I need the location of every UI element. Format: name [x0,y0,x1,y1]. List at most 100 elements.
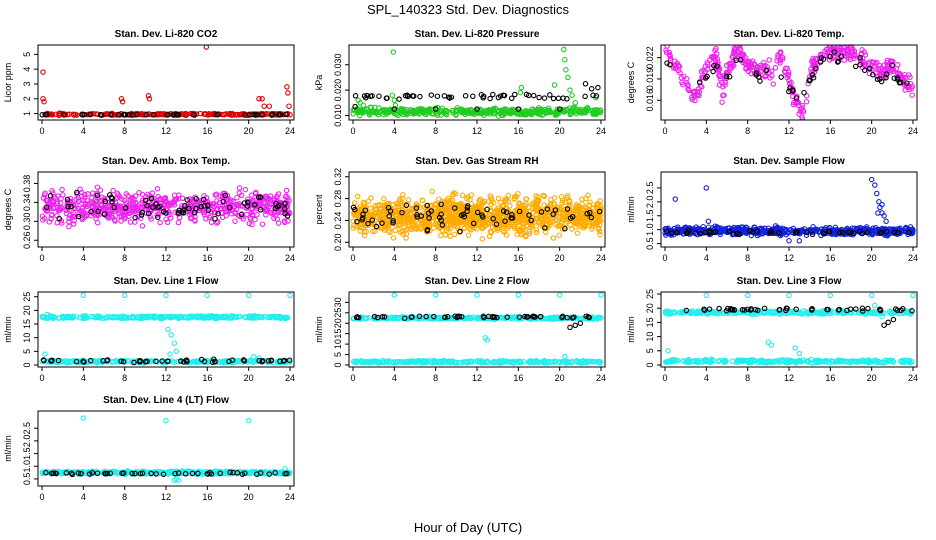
data-point [533,229,540,236]
data-point [201,203,208,209]
data-point [90,111,97,117]
data-point [241,358,248,364]
data-point [513,193,520,200]
data-point [80,197,86,204]
data-point [360,211,366,218]
data-point [246,220,253,227]
data-point [212,209,219,216]
data-point [443,107,449,114]
data-point [224,192,231,199]
data-point [874,190,880,197]
data-point [59,186,65,193]
data-point [82,201,89,208]
data-point [561,109,568,115]
data-point [153,314,160,320]
data-point [748,70,754,77]
data-point [474,106,480,112]
data-point [465,232,472,238]
data-point [66,111,73,117]
data-point [875,210,881,216]
data-point [100,358,107,364]
data-point [94,314,101,321]
data-point [471,111,478,118]
data-point [274,216,280,222]
data-point [551,195,558,201]
data-point [120,359,127,365]
data-point [736,231,743,238]
y-tick-label: 1.5 [645,210,655,223]
data-point [284,314,290,321]
data-point [503,209,510,215]
data-point [669,230,675,236]
data-point [547,109,553,116]
x-tick-label: 0 [662,126,667,136]
data-point [223,208,229,214]
data-point [705,218,712,225]
data-point [94,184,101,190]
data-point [786,88,792,95]
data-point [456,202,462,208]
y-tick-label: 0.022 [645,46,655,69]
data-point [404,208,410,215]
x-tick-label: 4 [392,126,397,136]
data-point [398,200,404,207]
data-point [883,71,890,77]
data-point [101,211,108,217]
data-point [809,71,816,78]
data-point [749,229,756,235]
data-point [719,99,725,105]
data-point [797,108,804,115]
data-point [259,96,265,102]
data-point [266,103,273,109]
y-tick-label: 0.020 [333,79,343,102]
data-point [130,201,137,207]
y-tick-label: 1.0 [645,223,655,236]
data-point [597,359,603,365]
data-point [834,59,841,65]
data-point [746,65,752,71]
data-point [390,220,396,226]
data-point [220,199,226,205]
data-point [810,61,817,68]
data-point [511,225,518,232]
data-point [501,358,508,365]
data-point [526,92,532,99]
data-point [379,220,385,226]
data-point [582,223,589,230]
data-point [801,228,807,235]
data-point [516,208,523,215]
data-point [434,93,441,99]
x-tick-label: 12 [784,126,794,136]
data-point [700,67,706,74]
data-point [520,227,526,233]
data-point [186,205,192,212]
data-point [252,112,259,118]
data-point [526,212,532,218]
data-point [726,74,733,80]
data-point [551,82,558,88]
data-point [282,219,288,226]
data-point [55,357,62,364]
data-point [569,92,575,98]
data-point [222,192,228,199]
data-point [351,107,358,113]
y-tick-label: 5 [22,349,32,354]
data-point [753,67,760,73]
data-point [576,208,583,215]
data-point [528,217,534,224]
panel-2: Stan. Dev. Li-820 Temp.degrees C0 4 8 12 16 2… [626,29,918,136]
data-point [470,220,477,227]
data-point [532,215,539,222]
data-point [372,104,378,111]
data-point [207,201,214,207]
data-point [144,358,150,365]
data-point [593,93,600,99]
data-point [503,232,510,238]
data-point [577,211,584,217]
data-point [87,357,94,364]
data-point [389,92,396,98]
data-point [123,208,130,215]
data-point [234,194,240,201]
data-point [221,202,228,208]
